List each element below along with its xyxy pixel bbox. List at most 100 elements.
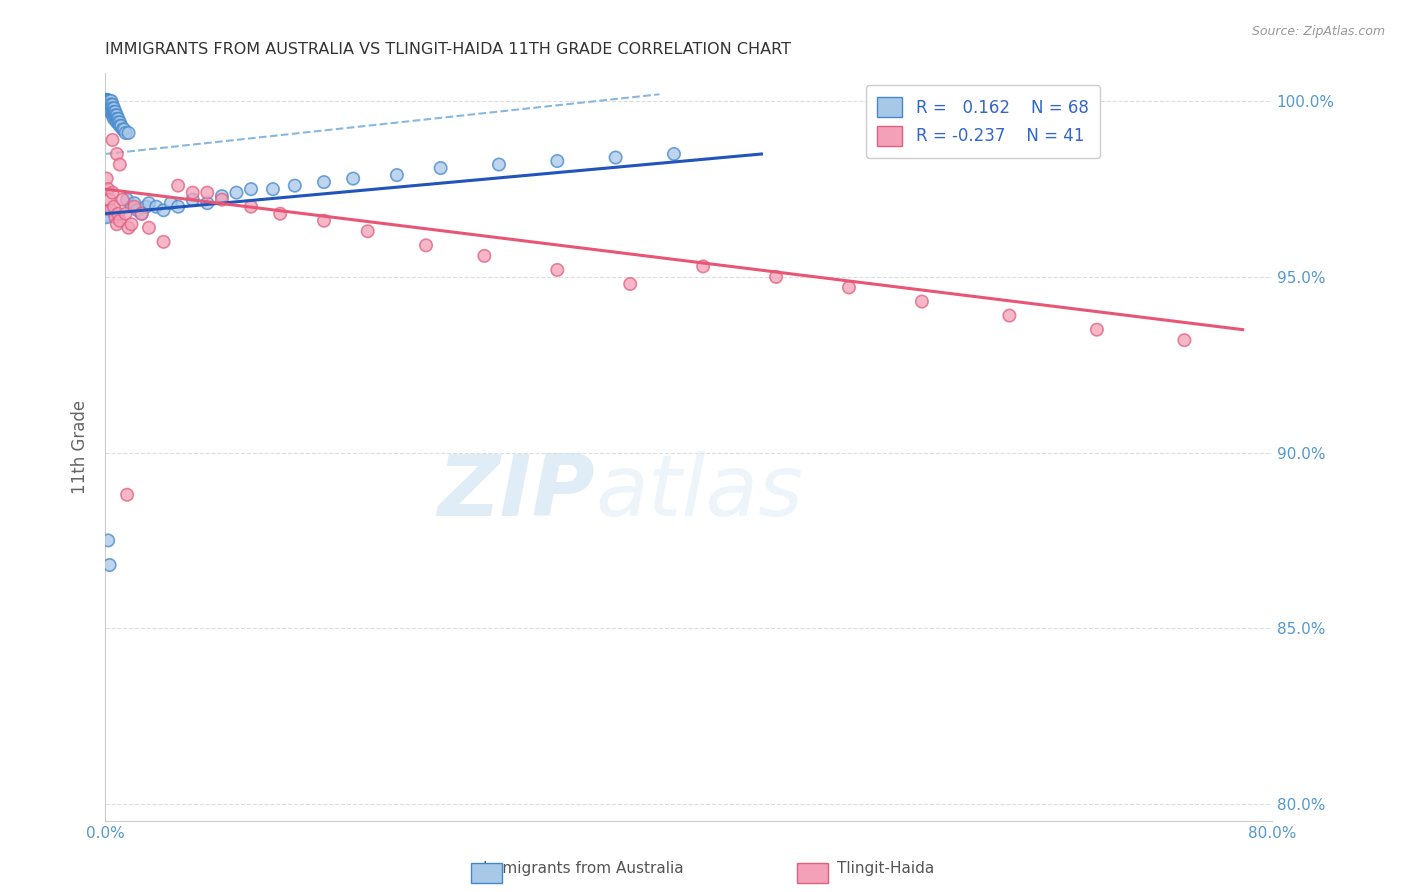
Point [114,126,136,140]
Point [124,200,146,214]
Point [262,182,284,196]
Point [108,157,131,171]
Point [112,122,135,136]
Point [342,171,364,186]
Point [115,193,138,207]
Point [135,200,157,214]
Point [98,98,121,112]
Point [385,168,408,182]
Point [152,203,174,218]
Point [98,193,121,207]
Y-axis label: 11th Grade: 11th Grade [72,401,89,494]
Point [96,211,118,225]
Point [98,95,121,109]
Text: Source: ZipAtlas.com: Source: ZipAtlas.com [1251,25,1385,38]
Point [765,269,787,284]
Point [97,95,120,109]
Text: Immigrants from Australia: Immigrants from Australia [484,861,683,876]
Point [1173,333,1195,347]
Point [131,207,153,221]
Point [103,200,125,214]
Point [357,224,380,238]
Point [97,533,120,548]
Text: Tlingit-Haida: Tlingit-Haida [837,861,935,876]
Point [138,220,160,235]
Point [100,203,122,218]
Point [101,101,124,115]
Point [619,277,641,291]
Point [911,294,934,309]
Point [312,175,335,189]
Point [312,213,335,227]
Point [115,488,138,502]
Point [105,147,128,161]
Point [474,249,496,263]
Point [211,189,233,203]
Point [240,182,263,196]
Point [152,235,174,249]
Point [97,101,120,115]
Point [101,104,124,119]
Point [240,200,263,214]
Point [269,207,291,221]
Point [105,115,128,129]
Point [121,217,143,231]
Point [488,157,510,171]
Point [105,108,128,122]
Point [104,112,127,126]
Point [108,119,131,133]
Point [97,98,120,112]
Point [225,186,247,200]
Point [104,108,127,122]
Point [94,207,117,221]
Point [101,108,124,122]
Point [103,112,125,126]
Point [138,196,160,211]
Legend: R =   0.162    N = 68, R = -0.237    N = 41: R = 0.162 N = 68, R = -0.237 N = 41 [866,86,1101,158]
Point [103,108,125,122]
Point [1085,323,1108,337]
Point [998,309,1021,323]
Text: atlas: atlas [595,450,803,533]
Point [96,171,118,186]
Point [100,101,122,115]
Point [131,207,153,221]
Point [124,196,146,211]
Point [108,115,131,129]
Point [98,101,121,115]
Point [96,95,118,109]
Text: ZIP: ZIP [437,450,595,533]
Point [117,220,139,235]
Point [195,186,218,200]
Point [100,95,122,109]
Point [104,211,127,225]
Point [111,193,134,207]
Point [114,207,136,221]
Point [127,203,149,218]
Point [546,263,568,277]
Point [662,147,685,161]
Point [96,95,118,109]
Point [838,280,860,294]
Point [117,126,139,140]
Point [97,95,120,109]
Point [108,213,131,227]
Point [105,217,128,231]
Point [195,196,218,211]
Point [107,112,129,126]
Point [103,104,125,119]
Point [101,133,124,147]
Point [107,115,129,129]
Point [605,151,627,165]
Point [98,558,121,572]
Point [429,161,451,175]
Text: IMMIGRANTS FROM AUSTRALIA VS TLINGIT-HAIDA 11TH GRADE CORRELATION CHART: IMMIGRANTS FROM AUSTRALIA VS TLINGIT-HAI… [105,42,792,57]
Point [107,207,129,221]
Point [415,238,437,252]
Point [181,193,204,207]
Point [105,112,128,126]
Point [96,95,118,109]
Point [101,186,124,200]
Point [160,196,183,211]
Point [692,260,714,274]
